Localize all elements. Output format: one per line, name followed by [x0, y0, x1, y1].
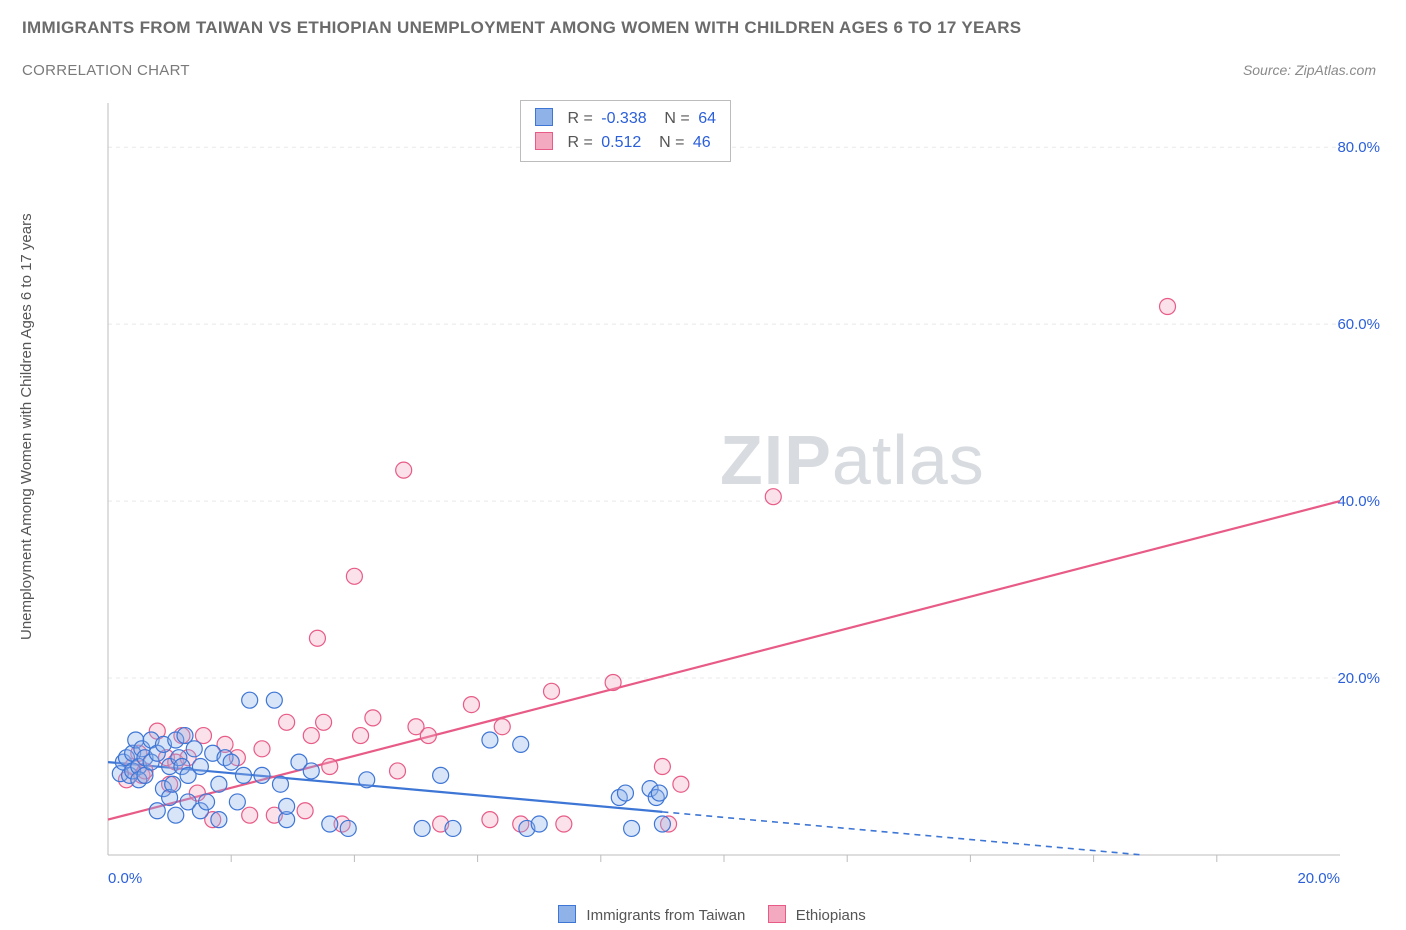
stats-row-2: R = 0.512 N = 46 [535, 131, 716, 155]
legend-swatch-1 [558, 905, 576, 923]
stats-legend-box: R = -0.338 N = 64 R = 0.512 N = 46 [520, 100, 731, 162]
chart-area: 20.0% 40.0% 60.0% 80.0% 0.0% 20.0% [50, 95, 1380, 885]
legend-swatch-2 [768, 905, 786, 923]
y-axis-label: Unemployment Among Women with Children A… [18, 213, 35, 640]
stat-r-label-2: R = [567, 134, 592, 151]
source-label: Source: ZipAtlas.com [1243, 62, 1376, 78]
stat-n-value-1: 64 [698, 110, 716, 127]
stat-n-label-2: N = [659, 134, 684, 151]
svg-text:20.0%: 20.0% [1337, 670, 1380, 687]
legend-label-2: Ethiopians [796, 907, 866, 924]
svg-text:80.0%: 80.0% [1337, 139, 1380, 156]
svg-text:0.0%: 0.0% [108, 870, 142, 885]
stat-r-value-2: 0.512 [601, 134, 641, 151]
svg-text:20.0%: 20.0% [1297, 870, 1340, 885]
svg-text:40.0%: 40.0% [1337, 493, 1380, 510]
stat-r-label-1: R = [567, 110, 592, 127]
legend-bottom: Immigrants from Taiwan Ethiopians [0, 905, 1406, 924]
swatch-series-2 [535, 132, 553, 150]
stats-row-1: R = -0.338 N = 64 [535, 107, 716, 131]
legend-label-1: Immigrants from Taiwan [586, 907, 745, 924]
stat-n-value-2: 46 [693, 134, 711, 151]
scatter-chart: 20.0% 40.0% 60.0% 80.0% 0.0% 20.0% [50, 95, 1380, 885]
swatch-series-1 [535, 108, 553, 126]
stat-r-value-1: -0.338 [601, 110, 646, 127]
chart-subtitle: CORRELATION CHART [22, 62, 190, 79]
svg-text:60.0%: 60.0% [1337, 316, 1380, 333]
chart-title: IMMIGRANTS FROM TAIWAN VS ETHIOPIAN UNEM… [22, 18, 1021, 38]
stat-n-label-1: N = [664, 110, 689, 127]
